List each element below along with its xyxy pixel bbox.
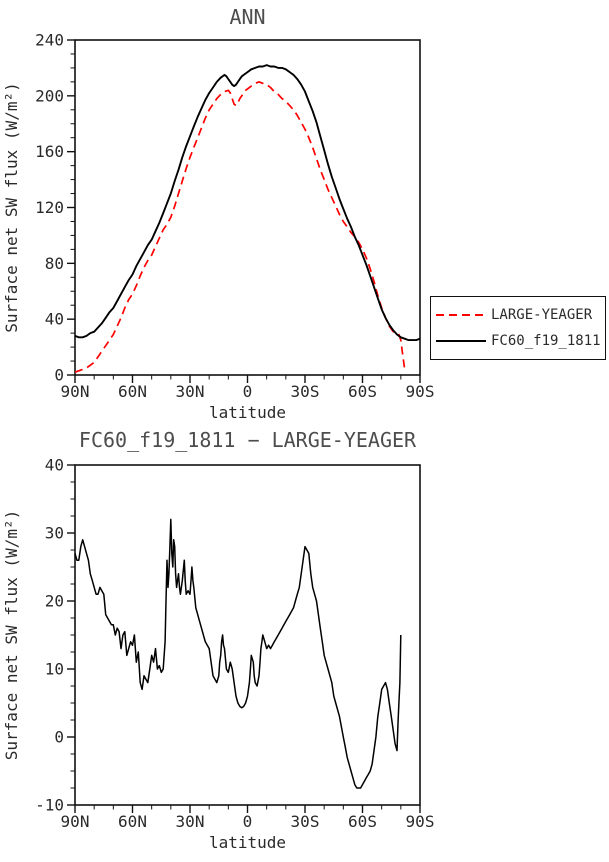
legend-line-sample-dashed-red [436, 314, 486, 316]
bottom-chart: 90N 60N 30N 0 30S 60S 90S -10 0 10 20 30 40 latitude S… [2, 456, 435, 853]
svg-text:Surface net SW flux (W/m²): Surface net SW flux (W/m²) [2, 82, 21, 332]
legend-box: LARGE-YEAGER FC60_f19_1811 [430, 296, 606, 360]
legend-entry-large-yeager: LARGE-YEAGER [436, 307, 600, 323]
top-chart-title: ANN [229, 5, 266, 29]
svg-text:90S: 90S [406, 812, 435, 831]
top-chart: 90N 60N 30N 0 30S 60S 90S 0 40 80 120 160 200 240 lati… [2, 31, 435, 423]
svg-text:0: 0 [54, 366, 64, 385]
svg-text:40: 40 [45, 310, 64, 329]
svg-text:90N: 90N [61, 382, 90, 401]
legend-label-fc60: FC60_f19_1811 [491, 333, 601, 349]
svg-text:80: 80 [45, 254, 64, 273]
svg-text:240: 240 [35, 31, 64, 50]
svg-text:0: 0 [54, 728, 64, 747]
svg-text:30S: 30S [291, 812, 320, 831]
bottom-chart-title: FC60_f19_1811 − LARGE-YEAGER [78, 428, 417, 452]
svg-text:latitude: latitude [209, 403, 286, 422]
svg-text:60N: 60N [118, 382, 147, 401]
svg-text:40: 40 [45, 456, 64, 475]
svg-text:200: 200 [35, 86, 64, 105]
svg-text:0: 0 [243, 812, 253, 831]
svg-text:60S: 60S [348, 812, 377, 831]
svg-text:60N: 60N [118, 812, 147, 831]
svg-text:10: 10 [45, 660, 64, 679]
svg-text:30N: 30N [176, 812, 205, 831]
svg-text:30S: 30S [291, 382, 320, 401]
svg-text:20: 20 [45, 592, 64, 611]
svg-text:latitude: latitude [209, 833, 286, 852]
svg-text:0: 0 [243, 382, 253, 401]
svg-text:60S: 60S [348, 382, 377, 401]
legend-label-large-yeager: LARGE-YEAGER [491, 307, 593, 323]
svg-text:Surface net SW flux (W/m²): Surface net SW flux (W/m²) [2, 510, 21, 760]
legend-line-sample-solid-black [436, 340, 486, 342]
legend-entry-fc60: FC60_f19_1811 [436, 333, 601, 349]
svg-text:90N: 90N [61, 812, 90, 831]
svg-text:90S: 90S [406, 382, 435, 401]
svg-text:120: 120 [35, 198, 64, 217]
svg-text:160: 160 [35, 142, 64, 161]
svg-text:30: 30 [45, 524, 64, 543]
svg-text:-10: -10 [35, 796, 64, 815]
svg-text:30N: 30N [176, 382, 205, 401]
